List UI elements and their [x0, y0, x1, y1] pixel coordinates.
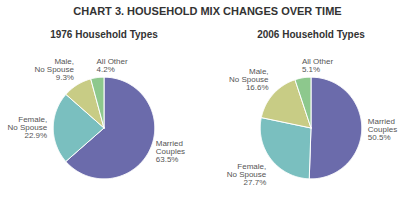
svg-text:1976 Household Types: 1976 Household Types [50, 29, 158, 40]
svg-text:Male,No Spouse16.6%: Male,No Spouse16.6% [229, 67, 269, 92]
svg-text:All Other5.1%: All Other5.1% [302, 57, 333, 74]
svg-text:MarriedCouples50.5%: MarriedCouples50.5% [368, 117, 397, 142]
svg-text:All Other4.2%: All Other4.2% [97, 57, 128, 74]
svg-text:MarriedCouples63.5%: MarriedCouples63.5% [156, 139, 185, 164]
svg-text:Female,No Spouse27.7%: Female,No Spouse27.7% [227, 162, 267, 187]
html-text:CHART 3. HOUSEHOLD MIX CHANGES: CHART 3. HOUSEHOLD MIX CHANGES OVER TIME [73, 5, 342, 17]
svg-text:Male,No Spouse9.3%: Male,No Spouse9.3% [34, 57, 74, 82]
svg-text:2006 Household Types: 2006 Household Types [257, 29, 365, 40]
svg-text:Female,No Spouse22.9%: Female,No Spouse22.9% [8, 115, 48, 140]
